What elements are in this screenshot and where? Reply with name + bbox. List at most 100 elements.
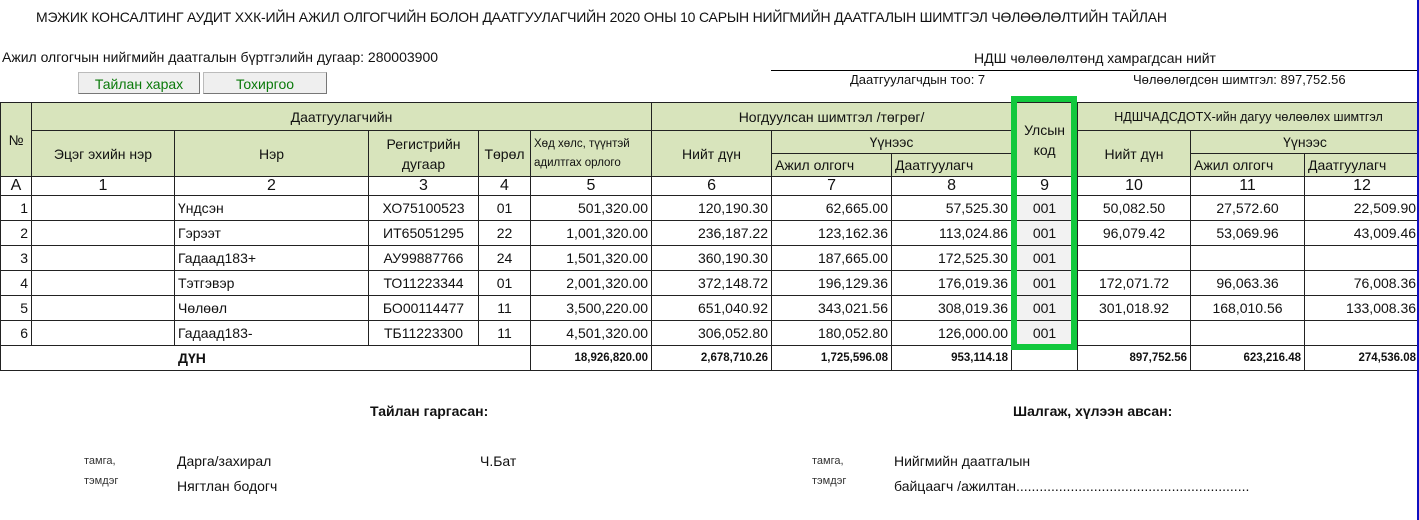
- report-table: № Даатгуулагчийн Ногдуулсан шимтгэл /төг…: [0, 102, 1419, 371]
- cell-surname: [31, 220, 175, 246]
- total-assessed: 2,678,710.26: [651, 345, 773, 371]
- column-number: 8: [891, 176, 1013, 196]
- cell-code: 001: [1011, 295, 1079, 321]
- settings-button[interactable]: Тохиргоо: [203, 72, 327, 94]
- inspector-label: Нийгмийн даатгалын: [894, 453, 1031, 469]
- cell-name: Үндсэн: [174, 195, 369, 221]
- cell-no: 6: [0, 320, 32, 346]
- cell-total: 372,148.72: [651, 270, 773, 296]
- country-code-highlight: [1011, 96, 1077, 350]
- total-employee: 953,114.18: [891, 345, 1013, 371]
- cell-regno: ТО11223344: [368, 270, 479, 296]
- cell-name: Гэрээт: [174, 220, 369, 246]
- column-number: 6: [651, 176, 773, 196]
- table-row: 3 Гадаад183+ АУ99887766 24 1,501,320.00 360,1…: [0, 245, 1419, 271]
- cell-employee: 308,019.36: [891, 295, 1013, 321]
- cell-ex-employer: [1190, 320, 1306, 346]
- cell-regno: ТБ11223300: [368, 320, 479, 346]
- accountant-label: Нягтлан бодогч: [177, 478, 278, 494]
- stamp-label-2: тамга,: [812, 455, 844, 467]
- exempted-total: Чөлөөлөгдсөн шимтгэл: 897,752.56: [1133, 72, 1346, 87]
- cell-surname: [31, 320, 175, 346]
- cell-employer: 180,052.80: [771, 320, 893, 346]
- column-number: 4: [478, 176, 531, 196]
- header-employee: Даатгуулагч: [891, 153, 1013, 177]
- cell-wage: 2,001,320.00: [529, 270, 653, 296]
- summary-title: НДШ чөлөөлөлтөнд хамрагдсан нийт: [974, 50, 1216, 66]
- cell-wage: 3,500,220.00: [529, 295, 653, 321]
- header-name: Нэр: [174, 130, 369, 177]
- cell-employer: 62,665.00: [771, 195, 893, 221]
- cell-employee: 176,019.36: [891, 270, 1013, 296]
- cell-employee: 126,000.00: [891, 320, 1013, 346]
- header-type: Төрөл: [478, 130, 531, 177]
- column-number: 2: [174, 176, 369, 196]
- cell-no: 3: [0, 245, 32, 271]
- cell-ex-total: [1077, 320, 1192, 346]
- column-number: 7: [771, 176, 893, 196]
- cell-regno: ХО75100523: [368, 195, 479, 221]
- cell-ex-employer: 53,069.96: [1190, 220, 1306, 246]
- registration-number: Ажил олгогчын нийгмийн даатгалын бүртгэл…: [2, 49, 439, 65]
- cell-name: Тэтгэвэр: [174, 270, 369, 296]
- header-ex-total: Нийт дүн: [1077, 130, 1192, 177]
- cell-ex-employer: 27,572.60: [1190, 195, 1306, 221]
- cell-ex-employer: 96,063.36: [1190, 270, 1306, 296]
- header-ex-employer: Ажил олгогч: [1190, 153, 1306, 177]
- inspector-signature-line: байцаагч /ажилтан.......................…: [894, 478, 1250, 494]
- total-employer: 1,725,596.08: [771, 345, 893, 371]
- cell-ex-employee: 43,009.46: [1304, 220, 1419, 246]
- column-number: 3: [368, 176, 479, 196]
- table-row: 2 Гэрээт ИТ65051295 22 1,001,320.00 236,187.2…: [0, 220, 1419, 246]
- cell-name: Гадаад183+: [174, 245, 369, 271]
- cell-ex-total: [1077, 245, 1192, 271]
- header-surname: Эцэг эхийн нэр: [31, 130, 175, 177]
- cell-regno: АУ99887766: [368, 245, 479, 271]
- cell-type: 01: [478, 270, 531, 296]
- column-number-row: A 1 2 3 4 5 6 7 8 9 10 11 12: [0, 176, 1419, 196]
- header-employer: Ажил олгогч: [771, 153, 893, 177]
- cell-ex-employee: [1304, 245, 1419, 271]
- cell-employer: 343,021.56: [771, 295, 893, 321]
- cell-surname: [31, 245, 175, 271]
- cell-wage: 501,320.00: [529, 195, 653, 221]
- header-total: Нийт дүн: [651, 130, 773, 177]
- view-report-button[interactable]: Тайлан харах: [78, 72, 200, 94]
- table-row: 5 Чөлөөл БО00114477 11 3,500,220.00 651,040.9…: [0, 295, 1419, 321]
- cell-regno: ИТ65051295: [368, 220, 479, 246]
- cell-wage: 1,001,320.00: [529, 220, 653, 246]
- header-no: №: [0, 102, 32, 177]
- cell-employee: 113,024.86: [891, 220, 1013, 246]
- cell-ex-employee: [1304, 320, 1419, 346]
- received-by-heading: Шалгаж, хүлээн авсан:: [1013, 403, 1173, 419]
- total-ex-employee: 274,536.08: [1304, 345, 1419, 371]
- header-regno: Регистрийн дугаар: [368, 130, 479, 177]
- cell-total: 306,052.80: [651, 320, 773, 346]
- cell-surname: [31, 270, 175, 296]
- cell-employer: 123,162.36: [771, 220, 893, 246]
- cell-code: 001: [1011, 220, 1079, 246]
- column-number: 1: [31, 176, 175, 196]
- cell-name: Гадаад183-: [174, 320, 369, 346]
- cell-no: 2: [0, 220, 32, 246]
- cell-type: 22: [478, 220, 531, 246]
- cell-no: 4: [0, 270, 32, 296]
- cell-type: 11: [478, 320, 531, 346]
- cell-employee: 57,525.30: [891, 195, 1013, 221]
- prepared-by-heading: Тайлан гаргасан:: [370, 403, 489, 419]
- header-assessed: Ногдуулсан шимтгэл /төгрөг/: [651, 102, 1013, 131]
- cell-employer: 187,665.00: [771, 245, 893, 271]
- column-number: 10: [1077, 176, 1192, 196]
- cell-no: 1: [0, 195, 32, 221]
- cell-wage: 1,501,320.00: [529, 245, 653, 271]
- header-of-which: Үүнээс: [771, 130, 1013, 154]
- cell-total: 120,190.30: [651, 195, 773, 221]
- total-ex-total: 897,752.56: [1077, 345, 1192, 371]
- cell-total: 360,190.30: [651, 245, 773, 271]
- cell-type: 24: [478, 245, 531, 271]
- cell-ex-total: 50,082.50: [1077, 195, 1192, 221]
- window-edge: [1417, 0, 1419, 520]
- cell-ex-employer: 168,010.56: [1190, 295, 1306, 321]
- stamp-label: тамга,: [84, 455, 116, 467]
- cell-type: 11: [478, 295, 531, 321]
